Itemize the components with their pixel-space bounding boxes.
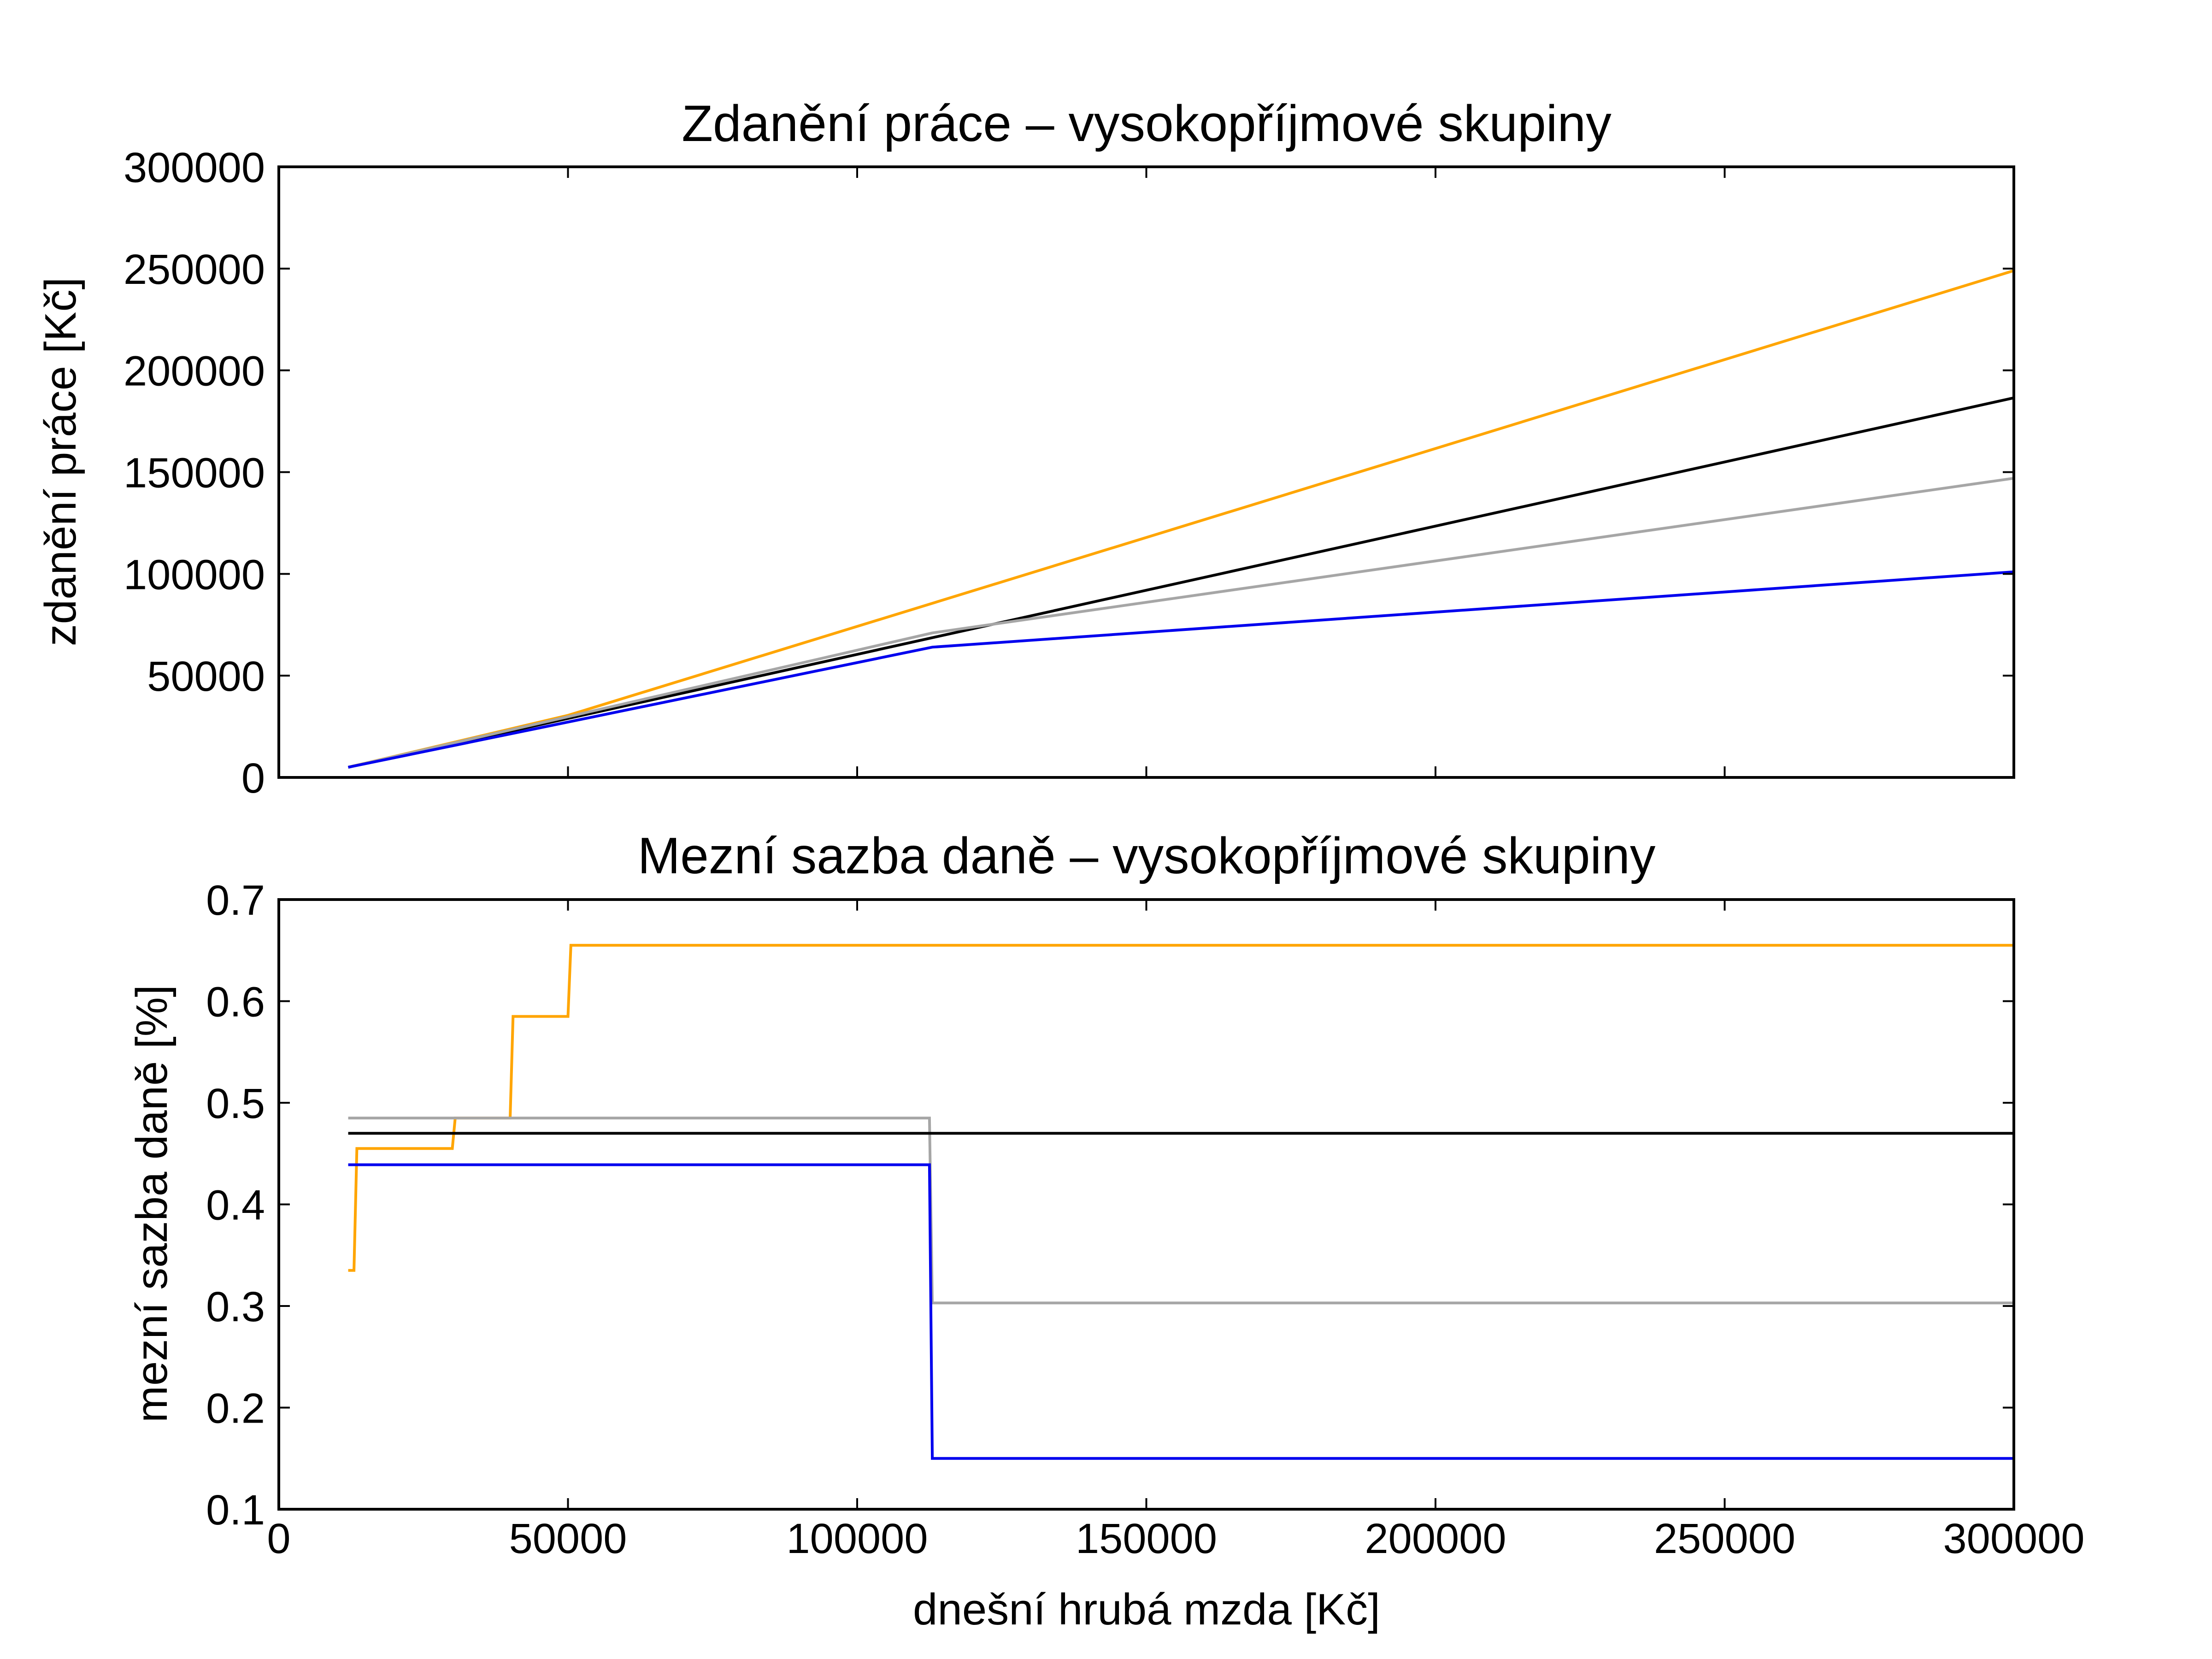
bottom-chart-y-axis-label: mezní sazba daně [%] <box>127 985 176 1423</box>
top-chart-y-tick-label: 250000 <box>124 246 265 293</box>
bottom-chart-series-layer <box>348 944 2014 1460</box>
top-chart-series-layer <box>347 269 2014 769</box>
bottom-chart-title: Mezní sazba daně – vysokopříjmové skupin… <box>638 827 1656 884</box>
top-chart-y-tick-label: 0 <box>241 755 265 802</box>
top-chart-tick-layer: 0 50000 100000 150000 200000 250000 300000 <box>124 144 2014 802</box>
top-chart-series-line-3 <box>347 477 2014 769</box>
bottom-chart-y-tick-label: 0.6 <box>206 979 265 1026</box>
bottom-chart-y-tick-label: 0.4 <box>206 1182 265 1229</box>
bottom-chart-x-tick-label: 150000 <box>1076 1515 1217 1562</box>
top-chart-y-tick-label: 200000 <box>124 348 265 395</box>
bottom-chart-y-tick-label: 0.5 <box>206 1080 265 1127</box>
top-chart-y-tick-label: 300000 <box>124 144 265 191</box>
top-chart-frame <box>277 165 2015 779</box>
bottom-chart-series-line-4 <box>348 1163 2014 1460</box>
bottom-chart-x-tick-label: 250000 <box>1654 1515 1795 1562</box>
bottom-chart-y-tick-label: 0.7 <box>206 877 265 924</box>
bottom-chart-panel: Mezní sazba daně – vysokopříjmové skupin… <box>127 827 2085 1634</box>
top-chart-y-tick-label: 150000 <box>124 450 265 497</box>
top-chart-panel: Zdanění práce – vysokopříjmové skupiny z… <box>36 95 2015 802</box>
bottom-chart-y-tick-label: 0.2 <box>206 1385 265 1432</box>
bottom-chart-x-tick-label: 100000 <box>787 1515 928 1562</box>
top-chart-y-axis-label: zdanění práce [Kč] <box>36 277 85 646</box>
top-chart-series-line-2 <box>347 396 2014 769</box>
top-chart-y-tick-label: 50000 <box>147 653 265 700</box>
bottom-chart-y-tick-label: 0.1 <box>206 1487 265 1534</box>
x-axis-label: dnešní hrubá mzda [Kč] <box>913 1585 1380 1634</box>
top-chart-series-line-4 <box>347 570 2014 769</box>
top-chart-title: Zdanění práce – vysokopříjmové skupiny <box>682 95 1612 152</box>
bottom-chart-x-tick-label: 0 <box>267 1515 290 1562</box>
bottom-chart-x-tick-label: 50000 <box>509 1515 627 1562</box>
bottom-chart-y-tick-label: 0.3 <box>206 1283 265 1330</box>
top-chart-y-tick-label: 100000 <box>124 551 265 598</box>
bottom-chart-tick-layer: 0 50000 100000 150000 200000 250000 300000 0.1 0… <box>206 877 2084 1562</box>
bottom-chart-series-line-2 <box>348 1117 2014 1305</box>
bottom-chart-x-tick-label: 200000 <box>1365 1515 1506 1562</box>
bottom-chart-x-tick-label: 300000 <box>1943 1515 2085 1562</box>
top-chart-series-line-1 <box>347 269 2014 769</box>
bottom-chart-series-line-1 <box>348 944 2014 1272</box>
bottom-chart-frame <box>277 898 2015 1511</box>
